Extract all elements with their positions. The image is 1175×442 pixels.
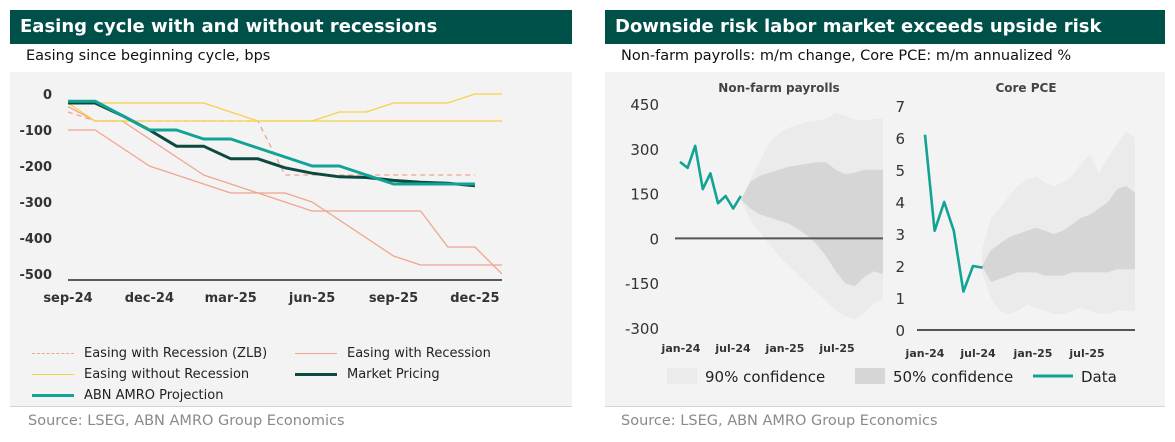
legend-swatch (295, 353, 337, 354)
legend-item: ABN AMRO Projection (32, 388, 223, 403)
series-line (67, 102, 502, 122)
risk-charts: Non-farm payrolls4503001500-150-300jan-2… (625, 81, 1135, 386)
series-line (68, 93, 502, 122)
x-tick-label: jul-24 (714, 342, 751, 355)
x-tick-label: sep-25 (369, 291, 418, 306)
subchart-title: Core PCE (995, 81, 1056, 95)
y-tick-label: 5 (895, 162, 905, 180)
data-line (679, 144, 742, 210)
legend-swatch (32, 394, 74, 397)
right-subtitle: Non-farm payrolls: m/m change, Core PCE:… (621, 48, 1072, 64)
y-tick-label: 0 (649, 230, 659, 248)
y-tick-label: 4 (895, 194, 905, 212)
right-separator (605, 406, 1165, 407)
series-line (67, 106, 502, 266)
legend-label: Easing with Recession (347, 346, 491, 361)
band-50-confidence (741, 162, 883, 287)
y-tick-label: 150 (630, 186, 659, 204)
y-tick-label: -300 (625, 320, 659, 338)
series-line (68, 129, 503, 275)
y-tick-label: 3 (895, 226, 905, 244)
left-subtitle: Easing since beginning cycle, bps (26, 48, 271, 64)
x-tick-label: dec-25 (450, 291, 499, 306)
easing-chart: 0 -100 -200 -300 -400 -500 sep-24 dec-24 mar-25 j… (19, 88, 503, 306)
right-panel: Downside risk labor market exceeds upsid… (605, 0, 1165, 442)
x-tick-label: dec-24 (125, 291, 174, 306)
y-tick-label: 7 (895, 98, 905, 116)
legend-item: Easing with Recession (ZLB) (32, 346, 267, 361)
y-tick-label: -300 (19, 196, 52, 211)
left-separator (10, 406, 572, 407)
series-line (67, 111, 475, 176)
x-tick-label: jul-25 (818, 342, 854, 355)
x-tick-label: jul-24 (959, 347, 996, 360)
band-50-confidence (982, 186, 1135, 282)
legend-label: Easing with Recession (ZLB) (84, 346, 268, 361)
x-tick-label: jun-25 (288, 291, 335, 306)
y-tick-label: 1 (895, 290, 905, 308)
x-tick-label: jan-24 (661, 342, 701, 355)
legend-item: Market Pricing (295, 367, 440, 382)
x-tick-label: mar-25 (205, 291, 257, 306)
y-tick-label: 0 (895, 322, 905, 340)
legend-item: Easing with Recession (295, 346, 491, 361)
legend-label: Market Pricing (347, 367, 440, 382)
left-panel: Easing cycle with and without recessions… (10, 0, 572, 442)
series-line (68, 99, 475, 186)
subchart-title: Non-farm payrolls (718, 81, 839, 95)
y-tick-label: -150 (625, 275, 659, 293)
legend-swatch (295, 373, 337, 376)
legend-label: Easing without Recession (84, 367, 250, 382)
left-source: Source: LSEG, ABN AMRO Group Economics (28, 413, 345, 429)
legend-swatch (32, 374, 74, 375)
y-tick-label: 6 (895, 130, 905, 148)
series-line (68, 101, 476, 188)
y-tick-label: 300 (630, 141, 659, 159)
legend-swatch (32, 353, 74, 354)
y-tick-label: -200 (19, 160, 52, 175)
left-plot-background (10, 72, 572, 406)
legend-item: Easing without Recession (32, 367, 249, 382)
y-tick-label: 450 (630, 96, 659, 114)
legend-label: Data (1081, 368, 1117, 386)
y-tick-label: -500 (19, 268, 52, 283)
x-tick-label: jan-25 (1013, 347, 1053, 360)
x-tick-label: jul-25 (1068, 347, 1104, 360)
y-tick-label: -100 (19, 124, 52, 139)
legend-label: 90% confidence (705, 368, 825, 386)
right-source: Source: LSEG, ABN AMRO Group Economics (621, 413, 938, 429)
data-line (923, 134, 983, 293)
y-tick-label: -400 (19, 232, 52, 247)
right-title: Downside risk labor market exceeds upsid… (605, 10, 1165, 71)
x-tick-label: sep-24 (43, 291, 92, 306)
y-tick-label: 2 (895, 258, 905, 276)
legend-swatch (667, 368, 697, 384)
x-tick-label: jan-25 (765, 342, 805, 355)
legend-label: 50% confidence (893, 368, 1013, 386)
legend-label: ABN AMRO Projection (84, 388, 224, 403)
legend-swatch (855, 368, 885, 384)
left-title: Easing cycle with and without recessions (10, 10, 572, 44)
y-tick-label: 0 (43, 88, 52, 103)
x-tick-label: jan-24 (905, 347, 945, 360)
